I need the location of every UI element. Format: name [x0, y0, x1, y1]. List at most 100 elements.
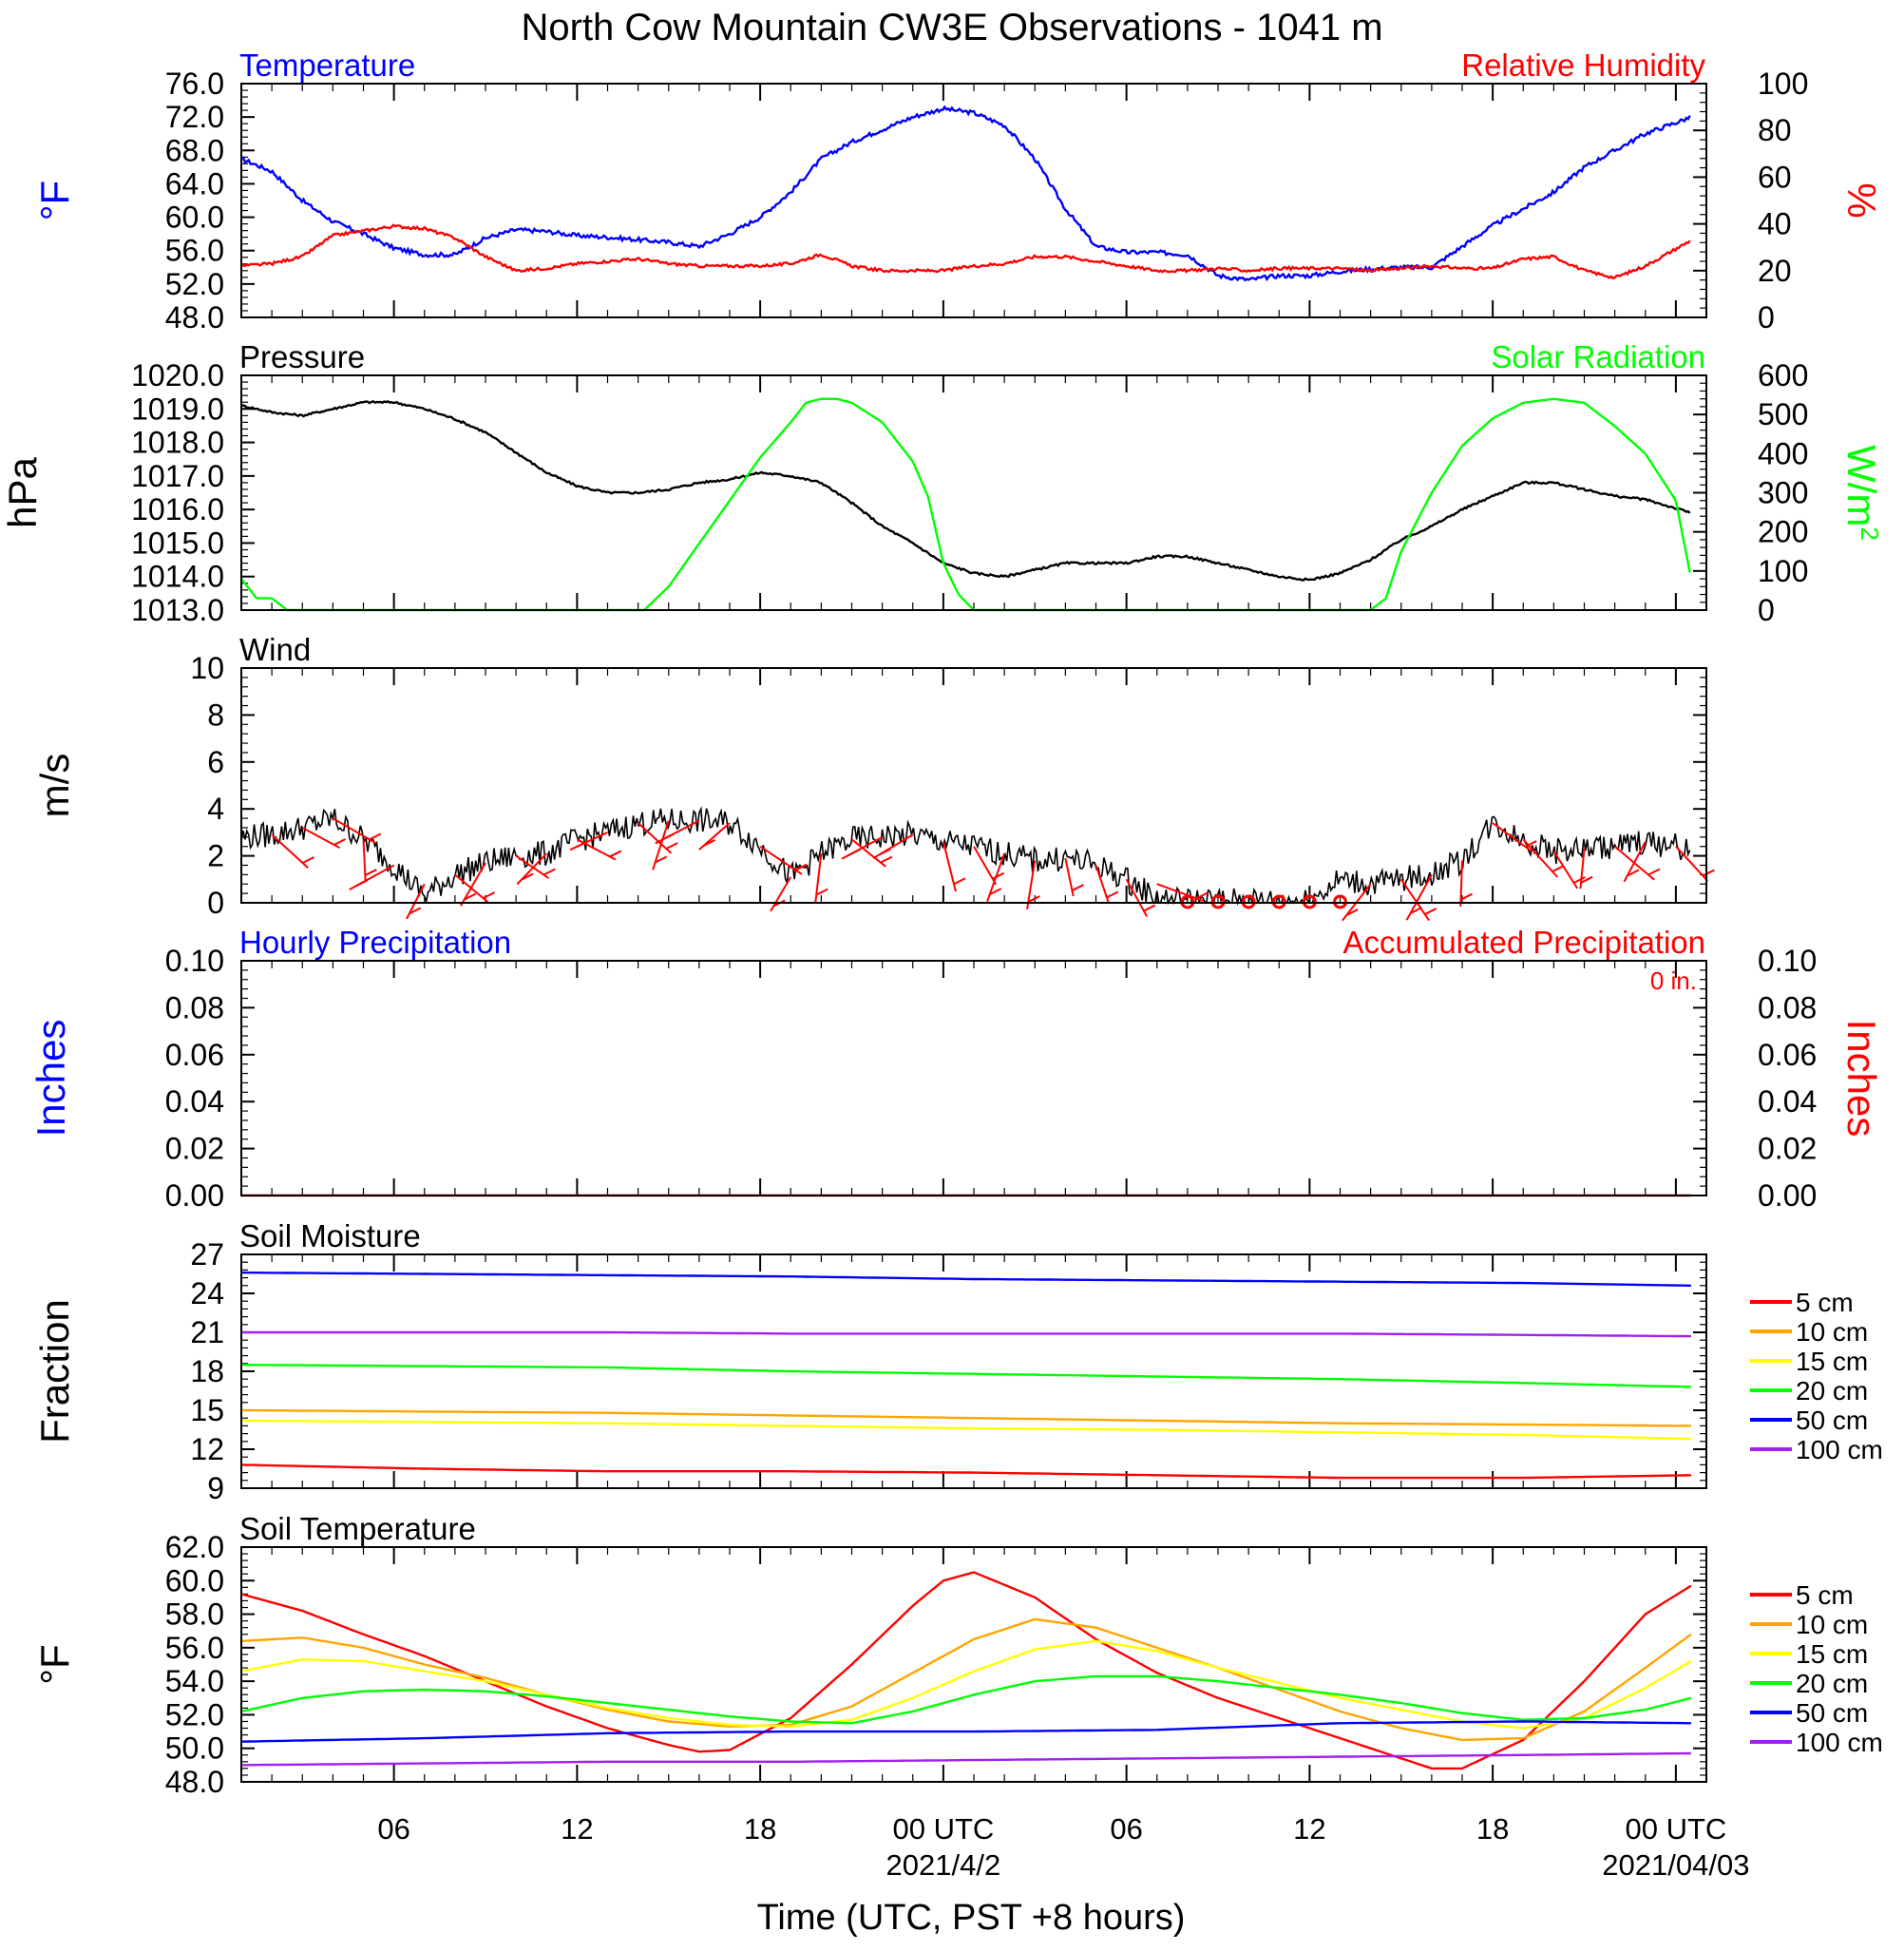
wind-barb-flag: [1143, 904, 1156, 912]
panel-title-left: Hourly Precipitation: [239, 925, 511, 960]
wind-barb-flag: [794, 863, 808, 871]
y-tick-label-left: 72.0: [165, 100, 224, 134]
x-tick-label: 06: [377, 1812, 409, 1846]
y-axis-label-right: Inches: [1839, 1020, 1884, 1138]
y-tick-label-left: 21: [190, 1315, 224, 1349]
y-tick-label-left: 50.0: [165, 1731, 224, 1766]
y-tick-label-left: 48.0: [165, 300, 224, 335]
series-line-relative-humidity: [240, 223, 1691, 280]
wind-barb-flag: [665, 842, 678, 850]
y-tick-label-right: 400: [1758, 436, 1808, 470]
y-tick-label-right: 600: [1758, 358, 1808, 392]
wind-barb-flag: [483, 891, 496, 900]
wind-barb-flag: [655, 855, 668, 864]
wind-barb-flag: [1702, 869, 1715, 877]
y-tick-label-right: 100: [1758, 554, 1808, 588]
wind-barb-flag: [364, 869, 377, 876]
y-tick-label-left: 2: [207, 839, 224, 873]
panel-title-left: Temperature: [239, 48, 415, 83]
series-line-10-cm: [240, 1617, 1692, 1742]
y-tick-label-left: 1019.0: [131, 392, 224, 426]
y-tick-label-left: 48.0: [165, 1765, 224, 1799]
series-line-15-cm: [240, 1639, 1692, 1730]
wind-barb-flag: [1106, 890, 1119, 899]
legend-label: 15 cm: [1796, 1639, 1868, 1669]
y-tick-label-right: 60: [1758, 160, 1792, 194]
y-tick-label-left: 52.0: [165, 267, 224, 301]
legend-label: 50 cm: [1796, 1406, 1868, 1435]
panel-frame: [240, 1546, 1707, 1783]
wind-barb: [1522, 838, 1559, 878]
wind-barb-flag: [409, 907, 422, 915]
y-tick-label-left: 1020.0: [131, 358, 224, 392]
y-tick-label-left: 62.0: [165, 1530, 224, 1564]
wind-barb-flag: [1027, 895, 1040, 903]
wind-barb-flag: [1552, 865, 1565, 872]
y-tick-label-left: 27: [190, 1237, 224, 1272]
y-tick-label-right: 0.10: [1758, 944, 1817, 978]
legend-label: 100 cm: [1796, 1728, 1883, 1757]
wind-barb: [1399, 878, 1430, 922]
wind-barb-flag: [661, 832, 675, 841]
panel-2: Pressure Solar Radiation 1013.01014.01015.…: [0, 339, 1884, 627]
y-tick-label-left: 0.08: [165, 990, 224, 1024]
y-tick-label-left: 0.04: [165, 1084, 224, 1119]
wind-barb-flag: [1071, 884, 1084, 891]
y-tick-label-left: 58.0: [165, 1597, 224, 1632]
y-tick-label-left: 76.0: [165, 67, 224, 101]
y-axis-label-left: m/s: [32, 754, 77, 818]
y-tick-label-left: 0.10: [165, 944, 224, 978]
legend-label: 100 cm: [1796, 1435, 1883, 1464]
wind-barb-flag: [1345, 909, 1359, 916]
wind-barb: [1492, 822, 1532, 852]
legend-label: 10 cm: [1796, 1610, 1868, 1639]
y-axis-label-left: Fraction: [32, 1299, 77, 1444]
wind-barb-flag: [521, 872, 534, 881]
y-tick-label-right: 0: [1758, 593, 1775, 627]
y-tick-label-left: 1017.0: [131, 459, 224, 493]
y-tick-label-right: 20: [1758, 254, 1792, 288]
y-tick-label-left: 15: [190, 1393, 224, 1427]
wind-barb-flag: [333, 838, 347, 846]
y-tick-label-right: 200: [1758, 515, 1808, 549]
y-tick-label-right: 40: [1758, 207, 1792, 241]
wind-barb-flag: [1460, 892, 1473, 901]
y-tick-label-right: 0.06: [1758, 1038, 1817, 1072]
wind-barb: [332, 817, 377, 845]
y-tick-label-left: 8: [207, 698, 224, 732]
panel-frame: [240, 1253, 1707, 1489]
y-tick-label-right: 100: [1758, 67, 1808, 101]
series-line-5-cm: [240, 1463, 1691, 1480]
y-tick-label-left: 4: [207, 792, 224, 826]
x-tick-label: 18: [1476, 1812, 1509, 1846]
y-tick-label-left: 68.0: [165, 133, 224, 167]
wind-barb-flag: [464, 892, 477, 901]
y-tick-label-left: 1018.0: [131, 426, 224, 460]
panel-frame: [240, 960, 1707, 1196]
panel-title-left: Soil Moisture: [239, 1218, 421, 1253]
wind-barb-flag: [302, 856, 314, 864]
y-axis-label-left: Inches: [29, 1020, 73, 1138]
legend-label: 20 cm: [1796, 1376, 1868, 1406]
wind-barb: [652, 820, 670, 870]
series-line-10-cm: [240, 1408, 1691, 1427]
wind-barb-flag: [1647, 868, 1661, 876]
panel-6: Soil Temperature 48.050.052.054.056.058.0…: [32, 1511, 1883, 1799]
series-line-50-cm: [240, 1271, 1691, 1287]
wind-barb-flag: [543, 868, 556, 876]
y-tick-label-right: 0.00: [1758, 1178, 1817, 1213]
wind-barb-flag: [992, 871, 1005, 880]
y-tick-label-left: 56.0: [165, 1631, 224, 1665]
wind-barb-flag: [609, 850, 622, 858]
y-tick-label-right: 500: [1758, 397, 1808, 431]
wind-barb: [1552, 851, 1579, 889]
panel-title-right: Accumulated Precipitation: [1342, 925, 1705, 960]
wind-barb: [850, 838, 886, 868]
wind-barb-flag: [1627, 869, 1640, 877]
x-tick-label: 00 UTC: [1625, 1812, 1726, 1846]
series-line-pressure: [240, 399, 1691, 582]
wind-barb-flag: [880, 855, 893, 864]
y-axis-label-right: W/m2: [1839, 445, 1884, 541]
series-line-20-cm: [241, 1364, 1691, 1388]
